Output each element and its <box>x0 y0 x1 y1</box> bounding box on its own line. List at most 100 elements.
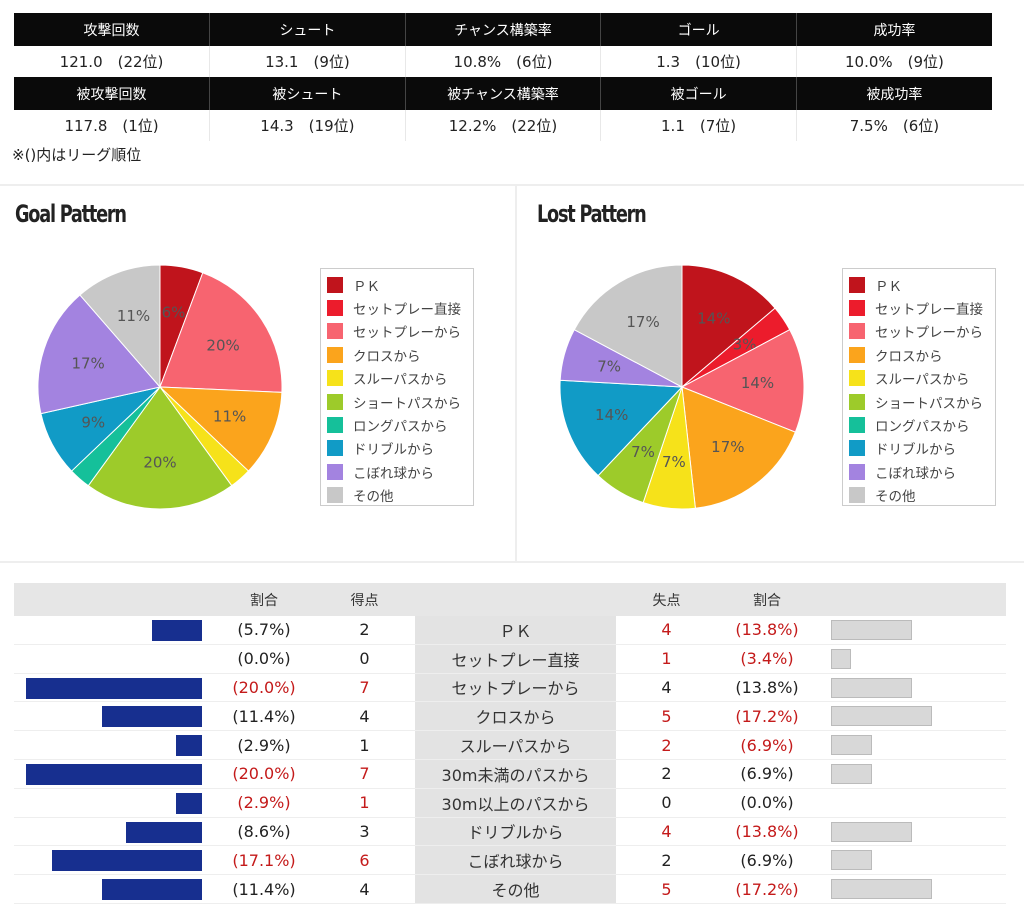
pie-slice[interactable] <box>681 386 796 509</box>
table-row: (2.9%) 1 30m以上のパスから 0 (0.0%) <box>14 788 1006 818</box>
stat-header: 被チャンス構築率 <box>405 77 602 110</box>
pie-slice[interactable] <box>87 386 233 510</box>
lost-bar-cell <box>817 701 1006 732</box>
legend-label: スルーパスから <box>353 372 448 389</box>
legend-swatch <box>849 300 865 317</box>
goals-conceded: 2 <box>616 730 717 760</box>
pie-slice[interactable] <box>559 379 684 477</box>
legend-item[interactable]: こぼれ球から <box>327 460 473 483</box>
lost-bar-cell <box>817 817 1006 847</box>
pie-slice[interactable] <box>37 294 161 415</box>
legend-swatch <box>327 300 343 317</box>
category-label: セットプレーから <box>415 673 616 703</box>
stat-header: 成功率 <box>796 13 992 46</box>
defense-value-row: 117.8 (1位) 14.3 (19位) 12.2% (22位) 1.1 (7… <box>14 110 992 141</box>
stat-value: 1.1 (7位) <box>600 110 797 141</box>
legend-label: セットプレーから <box>875 325 983 342</box>
pie-data-label: 7% <box>662 453 686 471</box>
lost-ratio: (17.2%) <box>717 874 817 904</box>
goal-ratio: (0.0%) <box>214 644 314 674</box>
category-label: スルーパスから <box>415 730 616 760</box>
pie-slice[interactable] <box>573 264 683 388</box>
pie-slice[interactable] <box>159 272 283 393</box>
pie-slice[interactable] <box>79 264 161 389</box>
stat-header: 被攻撃回数 <box>14 77 211 110</box>
goal-ratio: (20.0%) <box>214 759 314 789</box>
goal-bar-cell <box>14 701 214 732</box>
legend-swatch <box>849 323 865 340</box>
goals-conceded: 4 <box>616 616 717 645</box>
stat-value: 12.2% (22位) <box>405 110 602 141</box>
goal-ratio: (5.7%) <box>214 616 314 645</box>
header-conceded: 失点 <box>616 583 717 616</box>
goal-ratio: (2.9%) <box>214 788 314 818</box>
legend-label: こぼれ球から <box>353 465 434 482</box>
legend-item[interactable]: ロングパスから <box>327 413 473 436</box>
lost-ratio: (13.8%) <box>717 817 817 847</box>
table-row: (5.7%) 2 ＰＫ 4 (13.8%) <box>14 616 1006 645</box>
legend-item[interactable]: ショートパスから <box>327 390 473 413</box>
legend-item[interactable]: ドリブルから <box>849 437 995 460</box>
stat-value: 13.1 (9位) <box>209 46 406 77</box>
goal-ratio: (8.6%) <box>214 817 314 847</box>
pie-slice[interactable] <box>681 264 776 389</box>
lost-pattern-title: Lost Pattern <box>537 200 647 228</box>
table-row: (0.0%) 0 セットプレー直接 1 (3.4%) <box>14 644 1006 674</box>
goal-legend: ＰＫ セットプレー直接 セットプレーから クロスからスルーパスから ショートパスから ロン… <box>320 268 474 506</box>
legend-item[interactable]: こぼれ球から <box>849 460 995 483</box>
goal-ratio-bar <box>101 706 202 728</box>
goals-scored: 1 <box>314 788 415 818</box>
goal-ratio: (11.4%) <box>214 701 314 732</box>
legend-swatch <box>849 276 865 293</box>
lost-bar-cell <box>817 759 1006 789</box>
goal-ratio: (20.0%) <box>214 673 314 703</box>
legend-item[interactable]: クロスから <box>849 343 995 366</box>
legend-item[interactable]: ロングパスから <box>849 413 995 436</box>
legend-item[interactable]: セットプレー直接 <box>849 296 995 319</box>
legend-item[interactable]: セットプレーから <box>849 320 995 343</box>
legend-item[interactable]: ＰＫ <box>849 273 995 296</box>
pie-slice[interactable] <box>680 329 805 433</box>
goals-conceded: 5 <box>616 701 717 732</box>
goal-ratio-bar <box>176 792 202 814</box>
legend-item[interactable]: ショートパスから <box>849 390 995 413</box>
legend-item[interactable]: その他 <box>849 484 995 507</box>
stat-value: 10.0% (9位) <box>844 53 944 71</box>
stat-value: 121.0 (22位) <box>14 46 211 77</box>
divider <box>0 561 1024 563</box>
legend-item[interactable]: セットプレー直接 <box>327 296 473 319</box>
legend-item[interactable]: その他 <box>327 484 473 507</box>
goals-scored: 6 <box>314 845 415 876</box>
breakdown-header-row: 割合 得点 失点 割合 <box>14 583 1006 616</box>
goals-scored: 4 <box>314 701 415 732</box>
legend-item[interactable]: セットプレーから <box>327 320 473 343</box>
legend-item[interactable]: ＰＫ <box>327 273 473 296</box>
legend-item[interactable]: クロスから <box>327 343 473 366</box>
pie-data-label: 14% <box>595 406 628 424</box>
lost-ratio-bar <box>831 706 933 727</box>
category-label: クロスから <box>415 701 616 732</box>
pie-data-label: 20% <box>143 454 176 472</box>
lost-bar-cell <box>817 616 1006 645</box>
legend-label: その他 <box>875 489 916 506</box>
goals-conceded: 1 <box>616 644 717 674</box>
legend-swatch <box>849 393 865 410</box>
legend-item[interactable]: スルーパスから <box>849 367 995 390</box>
legend-swatch <box>327 323 343 340</box>
goal-ratio-bar <box>101 879 202 901</box>
goal-bar-cell <box>14 874 214 904</box>
goals-scored: 4 <box>314 874 415 904</box>
stat-header: シュート <box>209 13 406 46</box>
stat-value: 10.8% (6位) <box>405 46 602 77</box>
goal-bar-cell <box>14 673 214 703</box>
goal-bar-cell <box>14 730 214 760</box>
legend-item[interactable]: スルーパスから <box>327 367 473 390</box>
pie-slice[interactable] <box>158 386 283 472</box>
pie-data-label: 14% <box>741 374 774 392</box>
goal-ratio-bar <box>26 677 202 699</box>
goals-conceded: 4 <box>616 673 717 703</box>
category-label: セットプレー直接 <box>415 644 616 674</box>
goals-scored: 7 <box>314 759 415 789</box>
legend-item[interactable]: ドリブルから <box>327 437 473 460</box>
goals-conceded: 2 <box>616 845 717 876</box>
